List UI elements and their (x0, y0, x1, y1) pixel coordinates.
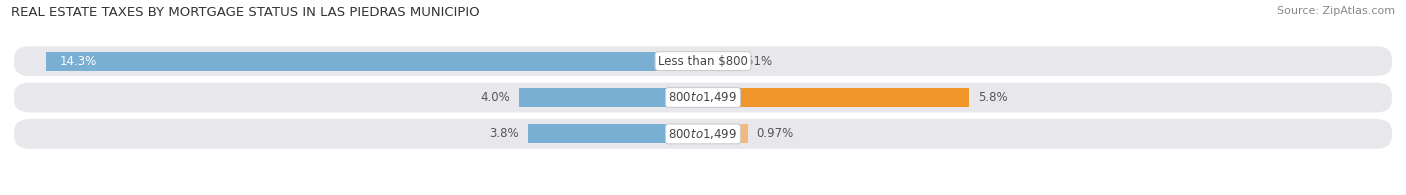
Text: REAL ESTATE TAXES BY MORTGAGE STATUS IN LAS PIEDRAS MUNICIPIO: REAL ESTATE TAXES BY MORTGAGE STATUS IN … (11, 6, 479, 19)
Bar (519, 88, 703, 107)
Text: 0.51%: 0.51% (735, 55, 773, 68)
Text: 5.8%: 5.8% (979, 91, 1008, 104)
Text: 4.0%: 4.0% (481, 91, 510, 104)
Text: $800 to $1,499: $800 to $1,499 (668, 127, 738, 141)
Text: 14.3%: 14.3% (60, 55, 97, 68)
Bar (703, 52, 727, 71)
Text: 3.8%: 3.8% (489, 127, 519, 140)
FancyBboxPatch shape (14, 46, 1392, 76)
Bar (703, 88, 969, 107)
Text: Source: ZipAtlas.com: Source: ZipAtlas.com (1277, 6, 1395, 16)
Bar (703, 124, 748, 143)
FancyBboxPatch shape (14, 82, 1392, 113)
Text: 0.97%: 0.97% (756, 127, 794, 140)
Bar (46, 52, 703, 71)
FancyBboxPatch shape (14, 119, 1392, 149)
Bar (529, 124, 703, 143)
Text: $800 to $1,499: $800 to $1,499 (668, 90, 738, 105)
Text: Less than $800: Less than $800 (658, 55, 748, 68)
